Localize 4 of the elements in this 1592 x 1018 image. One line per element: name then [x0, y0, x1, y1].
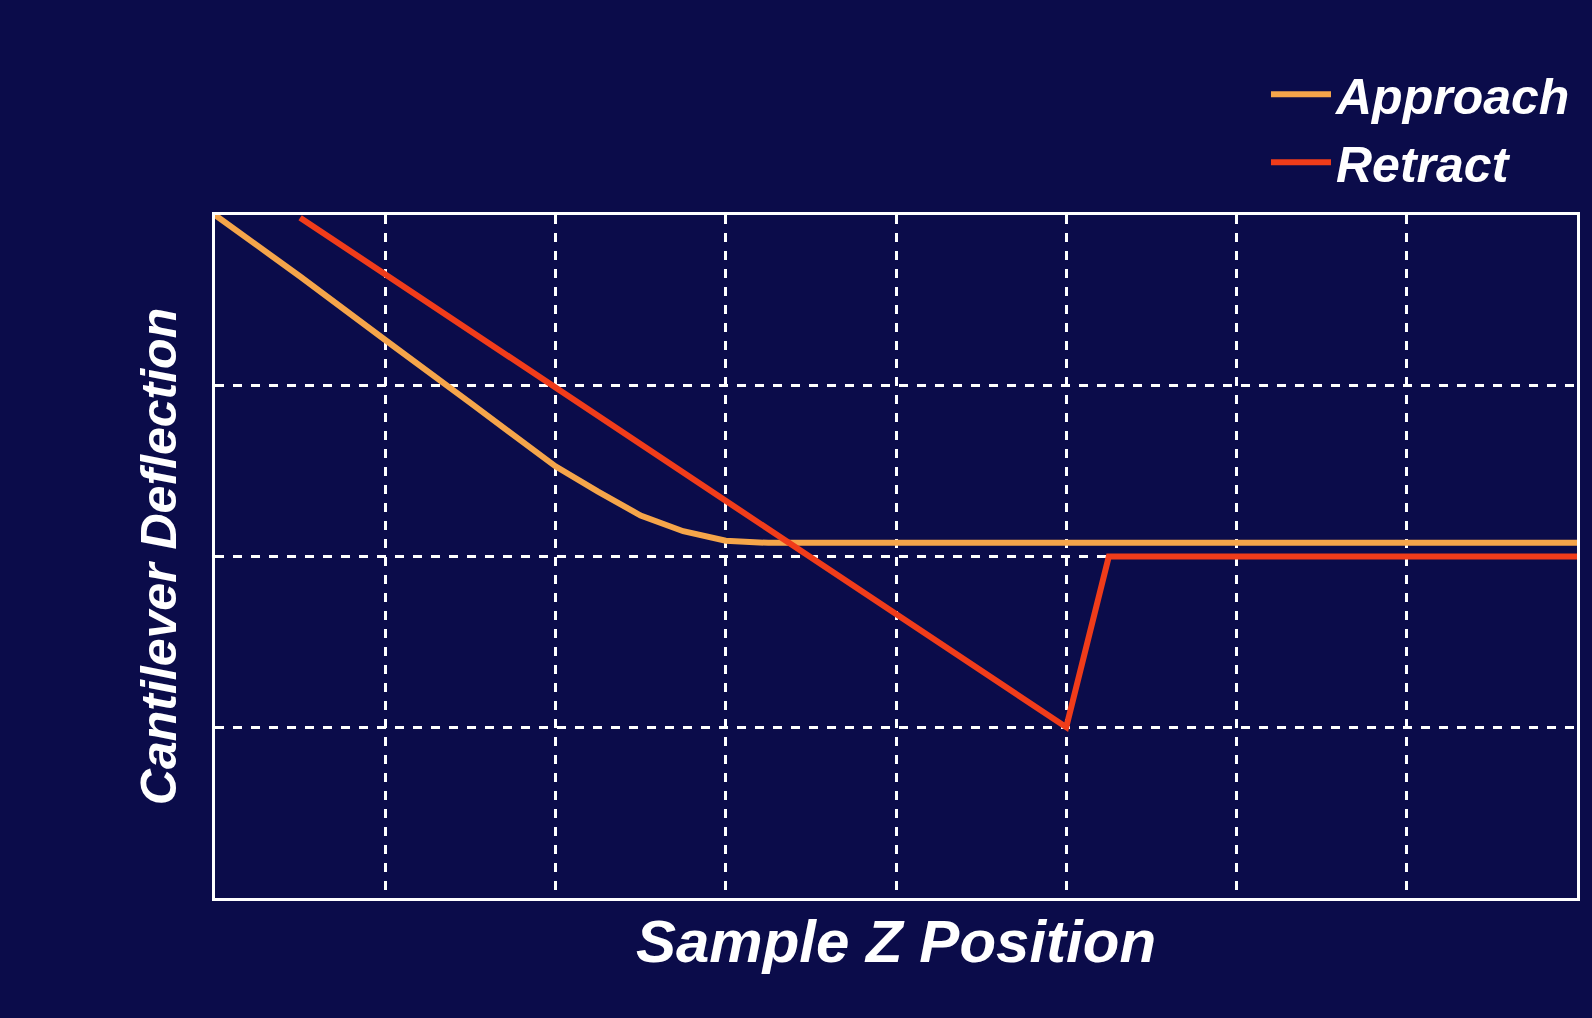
y-axis-title: Cantilever Deflection [131, 307, 187, 806]
x-axis-title: Sample Z Position [635, 907, 1157, 975]
legend-label: Retract [1336, 136, 1511, 193]
legend-label: Approach [1334, 68, 1570, 125]
